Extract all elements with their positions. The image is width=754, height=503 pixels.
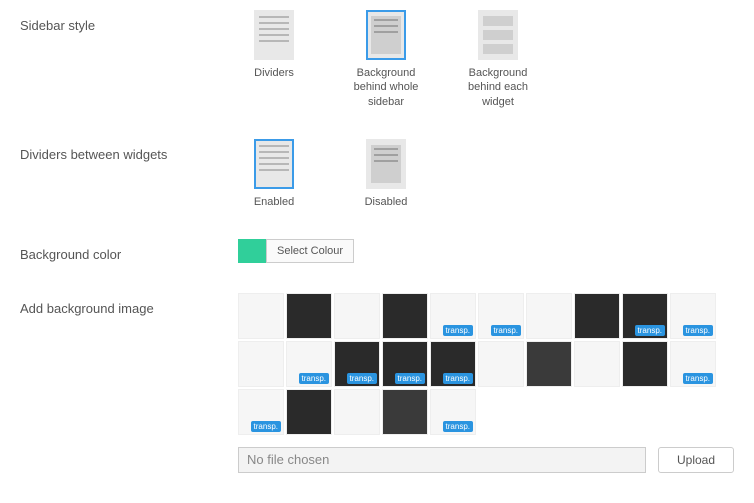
sidebar-style-row: Sidebar style Dividers Background behind …	[20, 10, 734, 109]
option-label: Disabled	[365, 195, 408, 209]
sidebar-style-option-2[interactable]: Background behind each widget	[462, 10, 534, 109]
transp-badge: transp.	[299, 373, 329, 384]
transp-badge: transp.	[635, 325, 665, 336]
bg-swatch-20[interactable]: transp.	[238, 389, 284, 435]
bg-swatch-24[interactable]: transp.	[430, 389, 476, 435]
bg-swatch-17[interactable]	[574, 341, 620, 387]
option-thumb-icon	[254, 10, 294, 60]
bg-swatch-1[interactable]	[286, 293, 332, 339]
file-input[interactable]: No file chosen	[238, 447, 646, 473]
bg-swatch-9[interactable]: transp.	[670, 293, 716, 339]
bg-swatch-7[interactable]	[574, 293, 620, 339]
bg-swatch-19[interactable]: transp.	[670, 341, 716, 387]
transp-badge: transp.	[683, 325, 713, 336]
bg-swatch-21[interactable]	[286, 389, 332, 435]
transp-badge: transp.	[443, 325, 473, 336]
bg-swatch-14[interactable]: transp.	[430, 341, 476, 387]
bg-swatch-12[interactable]: transp.	[334, 341, 380, 387]
option-thumb-icon	[254, 139, 294, 189]
bg-image-content: transp. transp. transp. transp. transp. trans…	[238, 293, 734, 473]
bg-swatch-6[interactable]	[526, 293, 572, 339]
option-label: Background behind each widget	[462, 66, 534, 109]
upload-row: No file chosen Upload	[238, 447, 734, 473]
option-thumb-icon	[366, 10, 406, 60]
color-picker: Select Colour	[238, 239, 734, 263]
option-thumb-icon	[366, 139, 406, 189]
bg-color-row: Background color Select Colour	[20, 239, 734, 263]
divider-option-1[interactable]: Disabled	[350, 139, 422, 209]
bg-swatch-5[interactable]: transp.	[478, 293, 524, 339]
bg-swatch-16[interactable]	[526, 341, 572, 387]
bg-swatch-8[interactable]: transp.	[622, 293, 668, 339]
bg-swatch-0[interactable]	[238, 293, 284, 339]
bg-swatch-15[interactable]	[478, 341, 524, 387]
sidebar-style-options: Dividers Background behind whole sidebar B…	[238, 10, 734, 109]
bg-swatch-22[interactable]	[334, 389, 380, 435]
transp-badge: transp.	[443, 421, 473, 432]
dividers-row: Dividers between widgets Enabled Disabled	[20, 139, 734, 209]
transp-badge: transp.	[683, 373, 713, 384]
bg-swatch-4[interactable]: transp.	[430, 293, 476, 339]
transp-badge: transp.	[395, 373, 425, 384]
option-label: Enabled	[254, 195, 294, 209]
transp-badge: transp.	[251, 421, 281, 432]
transp-badge: transp.	[443, 373, 473, 384]
upload-button[interactable]: Upload	[658, 447, 734, 473]
option-label: Dividers	[254, 66, 294, 80]
bg-swatch-23[interactable]	[382, 389, 428, 435]
bg-swatch-18[interactable]	[622, 341, 668, 387]
bg-swatch-11[interactable]: transp.	[286, 341, 332, 387]
bg-swatch-3[interactable]	[382, 293, 428, 339]
bg-color-label: Background color	[20, 239, 238, 262]
sidebar-style-label: Sidebar style	[20, 10, 238, 33]
color-swatch[interactable]	[238, 239, 266, 263]
transp-badge: transp.	[491, 325, 521, 336]
bg-image-label: Add background image	[20, 293, 238, 316]
bg-swatch-13[interactable]: transp.	[382, 341, 428, 387]
bg-image-row: Add background image transp.transp.trans…	[20, 293, 734, 473]
bg-swatch-2[interactable]	[334, 293, 380, 339]
divider-options: Enabled Disabled	[238, 139, 734, 209]
dividers-label: Dividers between widgets	[20, 139, 238, 162]
divider-option-0[interactable]: Enabled	[238, 139, 310, 209]
option-thumb-icon	[478, 10, 518, 60]
option-label: Background behind whole sidebar	[350, 66, 422, 109]
sidebar-style-option-1[interactable]: Background behind whole sidebar	[350, 10, 422, 109]
select-color-button[interactable]: Select Colour	[266, 239, 354, 263]
sidebar-style-option-0[interactable]: Dividers	[238, 10, 310, 109]
bg-swatch-10[interactable]	[238, 341, 284, 387]
bg-swatches: transp. transp. transp. transp. transp. trans…	[238, 293, 724, 435]
transp-badge: transp.	[347, 373, 377, 384]
